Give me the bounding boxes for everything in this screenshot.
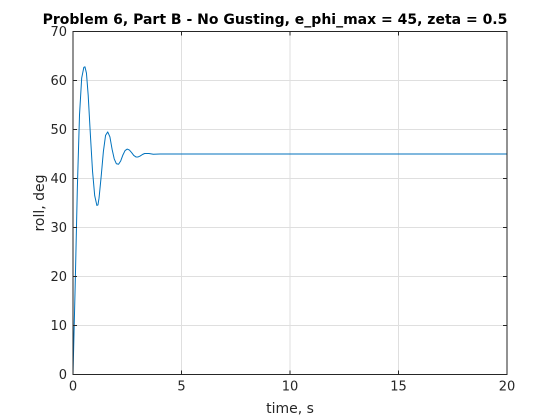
y-tick-label: 70 [50, 25, 67, 40]
series-layer [72, 66, 507, 375]
y-tick-label: 10 [50, 319, 67, 334]
x-tick-label: 0 [69, 380, 77, 395]
chart-title: Problem 6, Part B - No Gusting, e_phi_ma… [43, 12, 508, 28]
roll-response-line [72, 66, 507, 375]
x-tick-label: 15 [390, 380, 407, 395]
y-tick-label: 50 [50, 123, 67, 138]
grid [73, 31, 507, 375]
ticks: 0 5 10 15 20 0 10 20 30 40 50 60 70 [50, 25, 515, 395]
x-tick-label: 5 [177, 380, 185, 395]
y-tick-label: 0 [59, 368, 67, 383]
x-tick-label: 20 [499, 380, 516, 395]
y-tick-label: 30 [50, 221, 67, 236]
y-tick-label: 40 [50, 172, 67, 187]
y-tick-label: 20 [50, 270, 67, 285]
y-axis-label: roll, deg [32, 174, 48, 231]
x-axis-label: time, s [266, 401, 314, 417]
x-tick-label: 10 [282, 380, 299, 395]
y-tick-label: 60 [50, 74, 67, 89]
